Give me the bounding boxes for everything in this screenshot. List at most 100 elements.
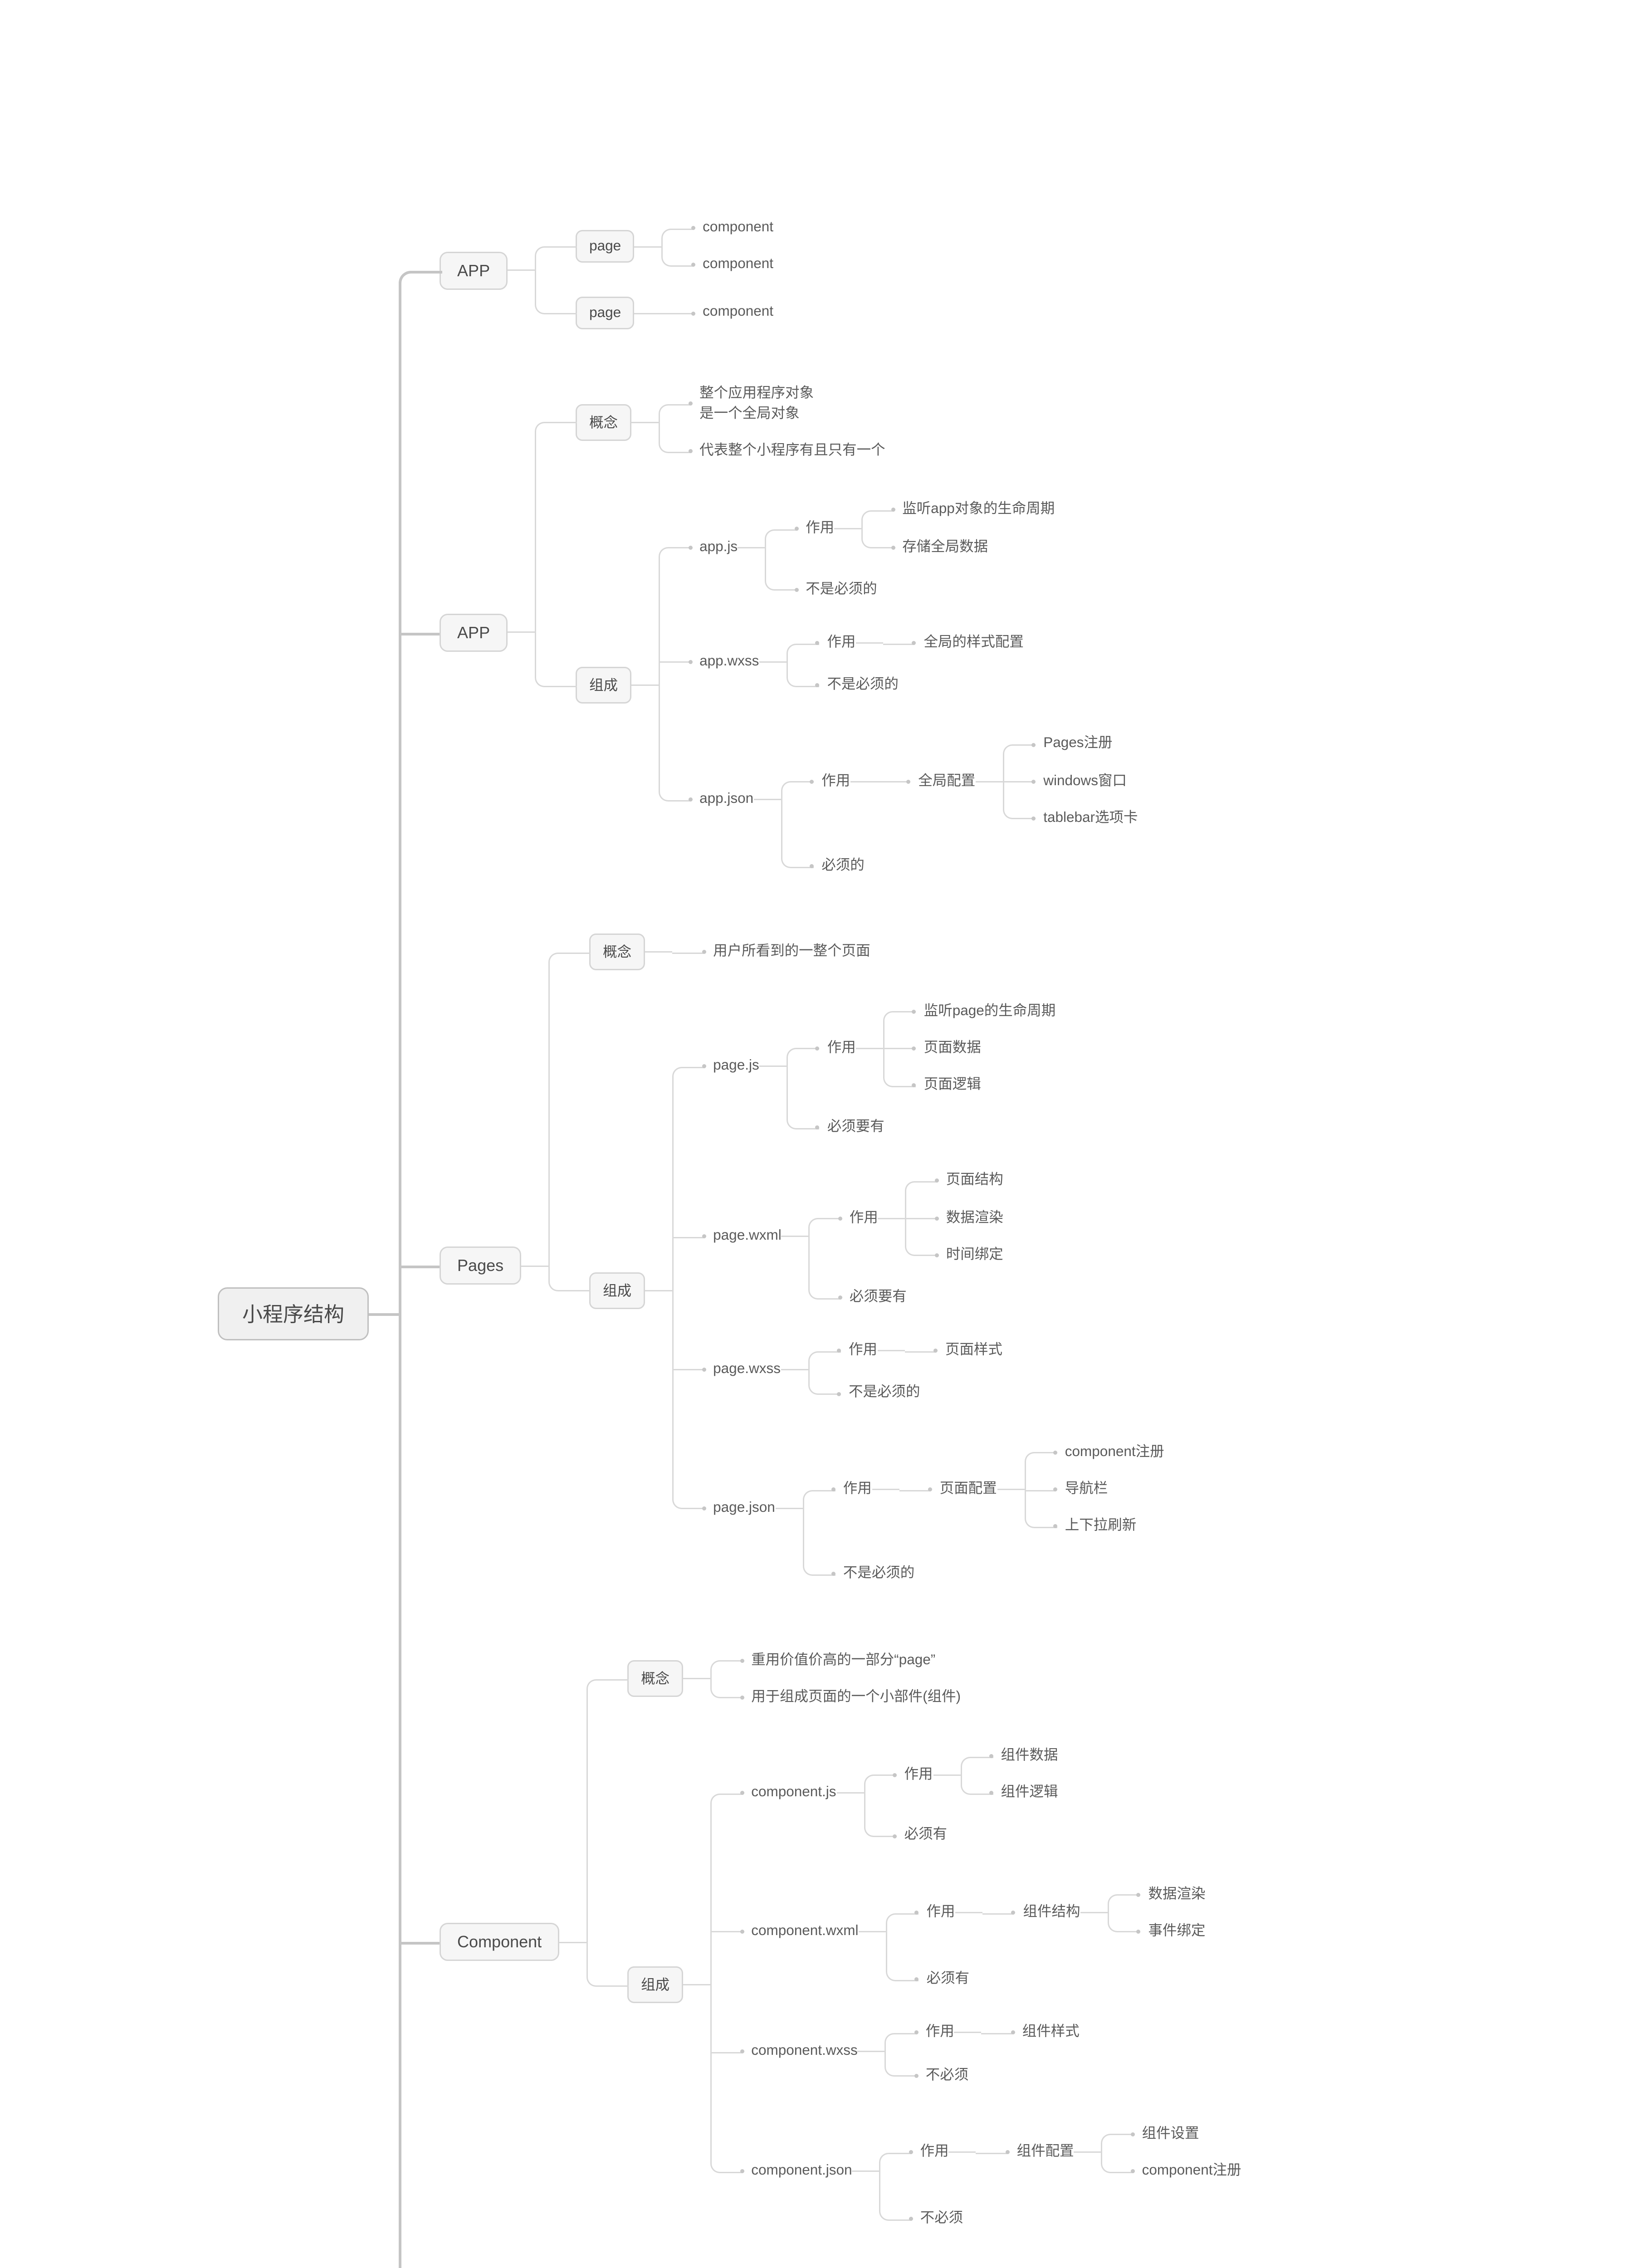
mindmap-node[interactable]: 必须要有 bbox=[849, 1289, 907, 1305]
connector-dot-icon bbox=[912, 1009, 917, 1013]
mindmap-node-row: 作用 全局的样式配置 bbox=[786, 619, 1024, 668]
mindmap-node[interactable]: component bbox=[703, 256, 774, 273]
mindmap-node[interactable]: 组件结构 bbox=[1023, 1904, 1080, 1921]
mindmap-node[interactable]: windows窗口 bbox=[1043, 772, 1127, 789]
mindmap-node[interactable]: 用户所看到的一整个页面 bbox=[713, 943, 870, 960]
mindmap-node[interactable]: 组件数据 bbox=[1001, 1747, 1058, 1764]
mindmap-node[interactable]: 概念 bbox=[589, 934, 645, 971]
mindmap-node[interactable]: tablebar选项卡 bbox=[1043, 809, 1138, 826]
mindmap-node[interactable]: 作用 bbox=[926, 1904, 955, 1921]
mindmap-node[interactable]: component bbox=[703, 219, 774, 235]
mindmap-node[interactable]: 作用 bbox=[920, 2144, 949, 2160]
mindmap-node[interactable]: 组件样式 bbox=[1022, 2024, 1080, 2040]
mindmap-node[interactable]: 作用 bbox=[821, 772, 850, 789]
mindmap-node[interactable]: app.json bbox=[699, 791, 754, 807]
mindmap-node[interactable]: 用于组成页面的一个小部件(组件) bbox=[751, 1688, 961, 1705]
mindmap-node[interactable]: 页面数据 bbox=[923, 1039, 981, 1056]
mindmap-node[interactable]: 必须有 bbox=[904, 1827, 948, 1843]
connector-dot-icon bbox=[688, 402, 692, 406]
connector-dot-icon bbox=[739, 2049, 744, 2054]
mindmap-node[interactable]: app.wxss bbox=[699, 652, 759, 669]
mindmap-node[interactable]: 作用 bbox=[904, 1765, 933, 1782]
mindmap-node[interactable]: page bbox=[576, 297, 635, 330]
mindmap-node[interactable]: 页面逻辑 bbox=[923, 1076, 981, 1093]
mindmap-node-row: 组成 app.js 作用 监听app对象的生命周期 存储全局数据不是必须的 app.wxs… bbox=[535, 475, 1138, 896]
mindmap-node[interactable]: component bbox=[703, 304, 774, 321]
mindmap-node[interactable]: component.wxml bbox=[751, 1922, 859, 1939]
mindmap-node[interactable]: 组成 bbox=[627, 1966, 684, 2004]
mindmap-node[interactable]: app.js bbox=[699, 538, 738, 555]
mindmap-node[interactable]: 不必须 bbox=[920, 2210, 963, 2227]
mindmap-node[interactable]: 不是必须的 bbox=[806, 581, 877, 597]
connector-dot-icon bbox=[1031, 742, 1036, 747]
connector-stub bbox=[1080, 1912, 1108, 1914]
mindmap-node[interactable]: component注册 bbox=[1142, 2162, 1241, 2179]
mindmap-node[interactable]: Pages bbox=[440, 1247, 522, 1286]
mindmap-node[interactable]: 组件配置 bbox=[1016, 2144, 1074, 2160]
mindmap-node[interactable]: 不是必须的 bbox=[827, 676, 899, 693]
mindmap-node[interactable]: 必须有 bbox=[926, 1970, 970, 1987]
mindmap-node[interactable]: 不是必须的 bbox=[848, 1384, 920, 1401]
mindmap-node[interactable]: 监听page的生命周期 bbox=[923, 1002, 1056, 1019]
mindmap-node[interactable]: page.wxml bbox=[713, 1227, 782, 1244]
mindmap-node[interactable]: 导航栏 bbox=[1065, 1480, 1108, 1497]
mindmap-node[interactable]: APP bbox=[440, 613, 508, 652]
mindmap-node[interactable]: 数据渲染 bbox=[1148, 1885, 1206, 1902]
mindmap-node[interactable]: 代表整个小程序有且只有一个 bbox=[699, 442, 885, 459]
mindmap-node[interactable]: 作用 bbox=[827, 634, 856, 650]
mindmap-node[interactable]: 存储全局数据 bbox=[902, 538, 988, 555]
children-group: 作用 组件样式不必须 bbox=[884, 2009, 1080, 2094]
mindmap-node[interactable]: 时间绑定 bbox=[946, 1246, 1003, 1263]
children-group: 作用 监听app对象的生命周期 存储全局数据不是必须的 bbox=[765, 486, 1055, 608]
mindmap-node[interactable]: Pages注册 bbox=[1043, 735, 1113, 752]
connector-dot-icon bbox=[701, 950, 706, 955]
connector-dot-icon bbox=[701, 1234, 706, 1239]
mindmap-node[interactable]: 作用 bbox=[843, 1480, 872, 1497]
connector-stub bbox=[369, 1313, 399, 1316]
mindmap-node[interactable]: page.js bbox=[713, 1057, 759, 1074]
mindmap-node[interactable]: 组成 bbox=[589, 1271, 645, 1309]
zoom-scale-wrapper: 小程序结构 APP page component component page compon… bbox=[218, 219, 1241, 2268]
mindmap-node[interactable]: component.wxss bbox=[751, 2042, 858, 2059]
mindmap-node[interactable]: 作用 bbox=[848, 1342, 877, 1359]
mindmap-node-row: 必须要有 bbox=[808, 1279, 1003, 1316]
mindmap-node[interactable]: 概念 bbox=[627, 1660, 684, 1697]
mindmap-node[interactable]: 整个应用程序对象 是一个全局对象 bbox=[699, 384, 814, 422]
mindmap-node[interactable]: 不是必须的 bbox=[843, 1565, 915, 1582]
connector-dot-icon bbox=[688, 545, 692, 549]
mindmap-node[interactable]: 数据渲染 bbox=[946, 1209, 1003, 1226]
mindmap-root-node[interactable]: 小程序结构 bbox=[218, 1287, 369, 1341]
mindmap-node[interactable]: 重用价值价高的一部分“page” bbox=[751, 1651, 936, 1668]
connector-dot-icon bbox=[794, 587, 798, 592]
mindmap-node[interactable]: 作用 bbox=[827, 1039, 856, 1056]
mindmap-node[interactable]: Component bbox=[440, 1923, 560, 1962]
mindmap-node[interactable]: 作用 bbox=[806, 519, 835, 536]
mindmap-node[interactable]: 全局配置 bbox=[918, 772, 976, 789]
mindmap-node[interactable]: 组件逻辑 bbox=[1001, 1784, 1058, 1801]
mindmap-node[interactable]: 页面结构 bbox=[946, 1172, 1003, 1189]
mindmap-node[interactable]: 必须要有 bbox=[827, 1119, 884, 1135]
mindmap-node[interactable]: page.wxss bbox=[713, 1360, 781, 1377]
mindmap-node[interactable]: component注册 bbox=[1065, 1443, 1164, 1460]
mindmap-node[interactable]: 全局的样式配置 bbox=[923, 634, 1024, 650]
mindmap-node[interactable]: 作用 bbox=[925, 2024, 954, 2040]
mindmap-node[interactable]: 页面样式 bbox=[945, 1342, 1002, 1359]
mindmap-node[interactable]: 必须的 bbox=[821, 857, 865, 874]
mindmap-node[interactable]: 组件设置 bbox=[1142, 2125, 1199, 2142]
mindmap-node[interactable]: APP bbox=[440, 251, 508, 290]
mindmap-node[interactable]: component.json bbox=[751, 2162, 852, 2179]
children-group: 作用 组件配置 组件设置 component注册不必须 bbox=[879, 2105, 1241, 2238]
mindmap-node[interactable]: page bbox=[576, 230, 635, 263]
mindmap-node[interactable]: 作用 bbox=[849, 1209, 878, 1226]
mindmap-node[interactable]: 不必须 bbox=[925, 2066, 969, 2083]
mindmap-node[interactable]: 监听app对象的生命周期 bbox=[902, 501, 1055, 518]
mindmap-node[interactable]: page.json bbox=[713, 1499, 775, 1515]
mindmap-node[interactable]: 上下拉刷新 bbox=[1065, 1517, 1137, 1534]
mindmap-node[interactable]: 事件绑定 bbox=[1148, 1922, 1206, 1939]
mindmap-node[interactable]: 概念 bbox=[576, 404, 632, 441]
mindmap-node[interactable]: 页面配置 bbox=[939, 1480, 997, 1497]
mindmap-node[interactable]: 组成 bbox=[576, 667, 632, 704]
mindmap-node[interactable]: component.js bbox=[751, 1784, 836, 1801]
connector-stub bbox=[858, 1931, 886, 1932]
